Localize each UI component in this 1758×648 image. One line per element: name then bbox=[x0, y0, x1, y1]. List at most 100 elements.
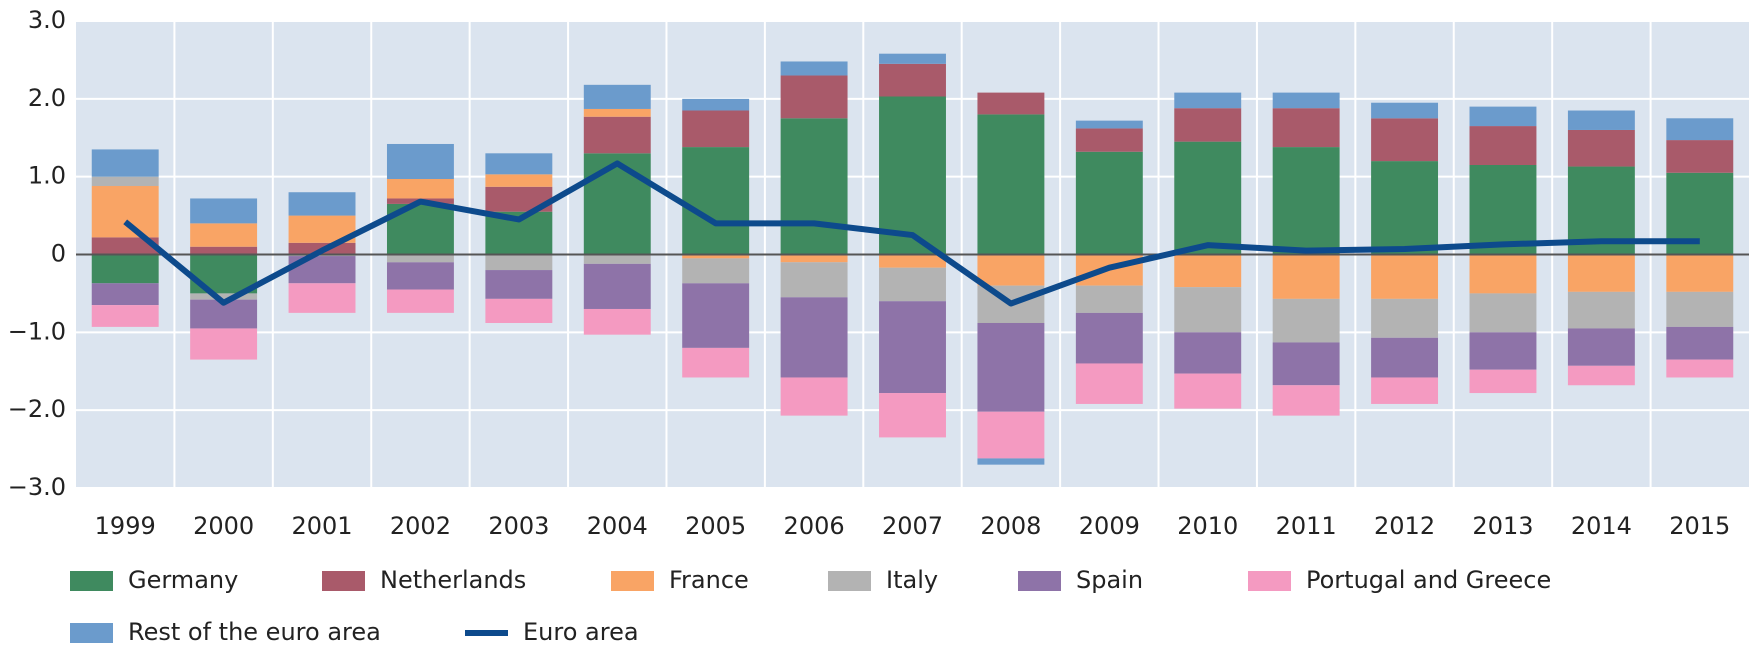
line bbox=[123, 160, 1700, 307]
bar-segment bbox=[91, 237, 159, 255]
bar-segment bbox=[1469, 126, 1537, 165]
bar-segment bbox=[780, 118, 848, 255]
bar-segment bbox=[1469, 164, 1537, 255]
bar-segment bbox=[1567, 110, 1635, 130]
legend-label: Italy bbox=[886, 566, 938, 594]
bar-segment bbox=[1174, 141, 1242, 255]
x-tick-label: 2007 bbox=[882, 512, 943, 540]
legend-swatch bbox=[1018, 571, 1061, 591]
bar-segment bbox=[190, 223, 258, 247]
x-tick-label: 2010 bbox=[1177, 512, 1238, 540]
bar-segment bbox=[190, 198, 258, 224]
bar-segment bbox=[977, 458, 1045, 465]
bar-segment bbox=[386, 179, 454, 199]
bar-segment bbox=[1666, 359, 1734, 378]
bar-segment bbox=[583, 308, 651, 335]
bar-segment bbox=[91, 305, 159, 327]
x-tick-label: 1999 bbox=[95, 512, 156, 540]
bar-segment bbox=[780, 75, 848, 119]
legend-label: Rest of the euro area bbox=[128, 618, 381, 646]
bar-segment bbox=[1174, 332, 1242, 374]
bar-segment bbox=[1666, 118, 1734, 141]
bar-segment bbox=[1567, 365, 1635, 386]
bar-segment bbox=[1174, 254, 1242, 288]
bar-segment bbox=[1371, 298, 1439, 338]
bar-segment bbox=[1567, 291, 1635, 329]
bar-segment bbox=[1075, 128, 1143, 152]
legend-label: Portugal and Greece bbox=[1306, 566, 1551, 594]
bar-segment bbox=[1567, 254, 1635, 292]
bar-segment bbox=[682, 110, 750, 148]
x-tick-label: 2001 bbox=[291, 512, 352, 540]
bar-segment bbox=[1075, 285, 1143, 313]
bar-segment bbox=[1371, 161, 1439, 255]
x-tick-label: 2003 bbox=[488, 512, 549, 540]
bar-segment bbox=[583, 116, 651, 154]
bar-segment bbox=[1666, 140, 1734, 173]
y-tick-label: 2.0 bbox=[28, 84, 66, 112]
x-tick-label: 2008 bbox=[980, 512, 1041, 540]
legend-swatch bbox=[322, 571, 365, 591]
bar-segment bbox=[1272, 254, 1340, 299]
bar-segment bbox=[879, 267, 946, 302]
bar-segment bbox=[583, 263, 651, 309]
bar-segment bbox=[1371, 102, 1439, 119]
bar-segment bbox=[91, 176, 159, 187]
bar-segment bbox=[91, 283, 159, 306]
bar-segment bbox=[288, 192, 356, 216]
bar-segment bbox=[780, 254, 848, 263]
bar-segment bbox=[1469, 332, 1537, 370]
bar-segment bbox=[583, 108, 651, 117]
legend-label: Euro area bbox=[523, 618, 639, 646]
bar-segment bbox=[1469, 254, 1537, 294]
bar-segment bbox=[879, 96, 946, 255]
x-tick-label: 2009 bbox=[1079, 512, 1140, 540]
bar-segment bbox=[879, 393, 946, 438]
y-tick-label: −1.0 bbox=[8, 317, 66, 345]
bar-segment bbox=[977, 114, 1045, 255]
bar-segment bbox=[583, 153, 651, 255]
legend-label: France bbox=[669, 566, 749, 594]
bar-segment bbox=[91, 254, 159, 284]
bar-segment bbox=[780, 61, 848, 76]
bar-segment bbox=[190, 328, 258, 360]
y-tick-label: −3.0 bbox=[8, 473, 66, 501]
bar-segment bbox=[682, 283, 750, 348]
bar-segment bbox=[780, 262, 848, 298]
bar-segment bbox=[1371, 377, 1439, 404]
x-tick-label: 2005 bbox=[685, 512, 746, 540]
bar-segment bbox=[583, 84, 651, 109]
y-tick-label: −2.0 bbox=[8, 395, 66, 423]
bar-segment bbox=[1469, 106, 1537, 127]
bar-segment bbox=[977, 322, 1045, 412]
bar-segment bbox=[1371, 337, 1439, 378]
bar-segment bbox=[682, 147, 750, 255]
bar-segment bbox=[682, 258, 750, 284]
bar-segment bbox=[879, 63, 946, 97]
bar-segment bbox=[1666, 291, 1734, 327]
bar-segment bbox=[583, 254, 651, 264]
x-tick-label: 2011 bbox=[1276, 512, 1337, 540]
bar-segment bbox=[1174, 108, 1242, 142]
bar-segment bbox=[1174, 287, 1242, 333]
y-tick-label: 3.0 bbox=[28, 6, 66, 34]
bar-segment bbox=[1371, 254, 1439, 299]
bar-segment bbox=[1272, 92, 1340, 109]
bar-segment bbox=[1174, 373, 1242, 409]
bar-segment bbox=[1272, 385, 1340, 416]
bar-segment bbox=[1272, 147, 1340, 255]
bar-segment bbox=[1666, 326, 1734, 360]
bar-segment bbox=[1075, 312, 1143, 364]
y-tick-label: 0 bbox=[51, 240, 66, 268]
bar-segment bbox=[879, 254, 946, 268]
bar-segment bbox=[1075, 120, 1143, 129]
legend-swatch bbox=[611, 571, 654, 591]
x-tick-label: 2015 bbox=[1669, 512, 1730, 540]
bar-segment bbox=[682, 347, 750, 378]
bar-segment bbox=[682, 254, 750, 259]
x-tick-label: 2002 bbox=[390, 512, 451, 540]
bar-segment bbox=[485, 174, 553, 187]
bar-segment bbox=[1075, 151, 1143, 255]
x-tick-label: 2013 bbox=[1472, 512, 1533, 540]
